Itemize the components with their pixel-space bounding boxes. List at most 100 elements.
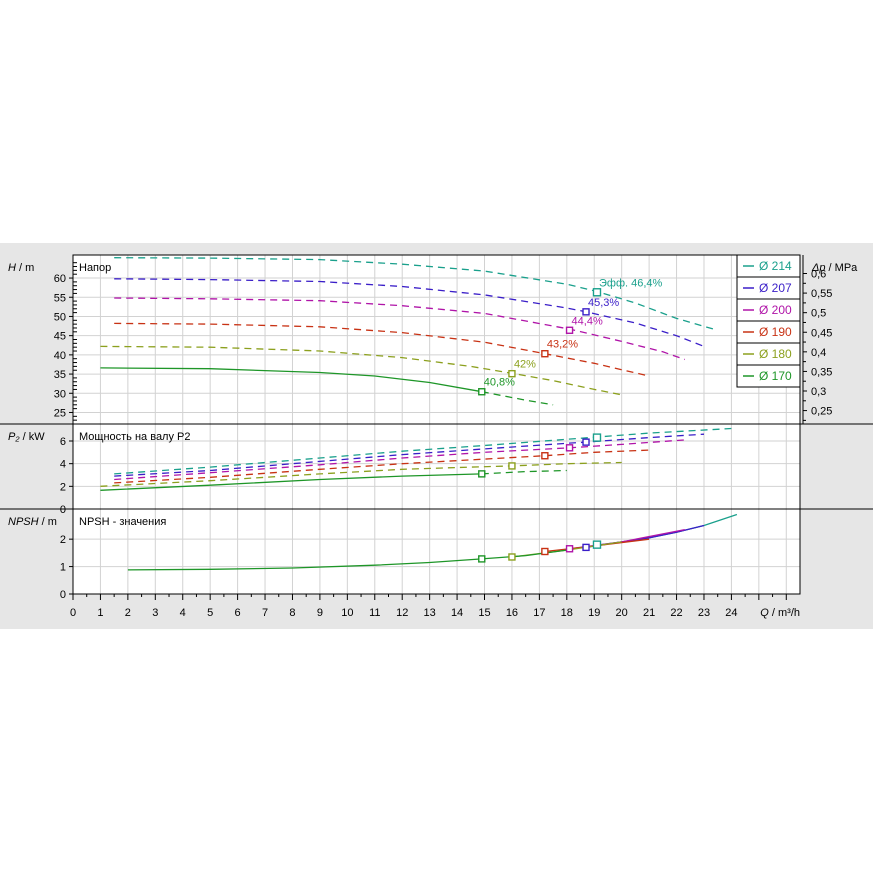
x-tick-label: 19 bbox=[588, 607, 600, 619]
curve-power-solid bbox=[100, 473, 482, 491]
y-axis-unit: / kW bbox=[20, 431, 46, 443]
curve-power bbox=[100, 461, 622, 487]
y-tick-label-power: 2 bbox=[60, 481, 66, 493]
x-tick-label: 24 bbox=[725, 607, 737, 619]
y-tick-label-head: 25 bbox=[54, 407, 66, 419]
x-tick-label: 20 bbox=[616, 607, 628, 619]
x-tick-label: 10 bbox=[341, 607, 353, 619]
efficiency-label: 45,3% bbox=[588, 297, 619, 309]
bep-marker-npsh bbox=[541, 547, 549, 556]
curve-power bbox=[114, 427, 732, 475]
right-tick-label: 0,3 bbox=[811, 386, 826, 398]
bep-markers: Эфф. 46,4% 45,3% 44,4% 43,2% 42% 40,8% bbox=[478, 277, 663, 563]
x-tick-label: 22 bbox=[670, 607, 682, 619]
x-tick-label: 7 bbox=[262, 607, 268, 619]
right-tick-label: 0,4 bbox=[811, 347, 826, 359]
x-tick-label: 23 bbox=[698, 607, 710, 619]
right-axis-symbol: Δp bbox=[811, 262, 826, 274]
x-tick-label: 2 bbox=[125, 607, 131, 619]
curve-head-dashed bbox=[481, 391, 554, 406]
panel-title-power: Мощность на валу P2 bbox=[79, 431, 191, 443]
x-axis-symbol: Q bbox=[760, 607, 769, 619]
right-tick-label: 0,55 bbox=[811, 288, 832, 300]
y-axis-label-npsh: NPSH / m bbox=[8, 516, 57, 528]
efficiency-label: Эфф. 46,4% bbox=[599, 277, 663, 289]
y-axis-unit: / m bbox=[16, 262, 34, 274]
panel-title-npsh: NPSH - значения bbox=[79, 516, 166, 528]
y-tick-label-npsh: 0 bbox=[60, 589, 66, 601]
curve-power bbox=[114, 439, 685, 481]
y-tick-label-head: 45 bbox=[54, 331, 66, 343]
y-axis-unit: / m bbox=[39, 516, 57, 528]
panel-title-head: Напор bbox=[79, 262, 111, 274]
bep-marker-power bbox=[478, 470, 486, 478]
bep-marker-head bbox=[478, 388, 486, 396]
right-tick-label: 0,5 bbox=[811, 308, 826, 320]
curve-head-solid bbox=[100, 367, 482, 393]
bep-marker-head bbox=[508, 369, 516, 378]
y-tick-label-head: 55 bbox=[54, 292, 66, 304]
bep-marker-power bbox=[582, 438, 590, 446]
right-tick-label: 0,6 bbox=[811, 269, 826, 281]
bep-marker-power bbox=[541, 452, 549, 460]
right-tick-label: 0,45 bbox=[811, 327, 832, 339]
efficiency-label: 42% bbox=[514, 359, 536, 371]
y-tick-label-head: 60 bbox=[54, 273, 66, 285]
y-axis-label-head: H / m bbox=[8, 262, 34, 274]
x-tick-label: 12 bbox=[396, 607, 408, 619]
x-tick-label: 17 bbox=[533, 607, 545, 619]
bep-marker-head bbox=[541, 350, 549, 358]
x-axis-label: Q / m³/h bbox=[760, 607, 800, 619]
x-tick-label: 3 bbox=[152, 607, 158, 619]
y-axis-symbol: H bbox=[8, 262, 16, 274]
bep-marker-power bbox=[592, 433, 602, 442]
x-tick-label: 16 bbox=[506, 607, 518, 619]
legend-label: Ø 190 bbox=[759, 325, 792, 339]
y-tick-label-head: 35 bbox=[54, 369, 66, 381]
x-tick-label: 4 bbox=[180, 607, 186, 619]
legend-label: Ø 207 bbox=[759, 281, 792, 295]
y-axis-symbol: NPSH bbox=[8, 516, 39, 528]
x-axis-unit: / m³/h bbox=[769, 607, 800, 619]
x-tick-label: 21 bbox=[643, 607, 655, 619]
y-tick-label-head: 30 bbox=[54, 388, 66, 400]
y-tick-label-power: 6 bbox=[60, 436, 66, 448]
bep-marker-npsh bbox=[565, 545, 574, 553]
curve-power bbox=[114, 449, 650, 484]
legend: Ø 214 Ø 207 Ø 200 Ø 190 Ø 180 Ø 170 bbox=[736, 254, 801, 388]
bep-marker-head bbox=[565, 326, 574, 334]
y-tick-label-npsh: 2 bbox=[60, 534, 66, 546]
right-tick-label: 0,25 bbox=[811, 406, 832, 418]
y-tick-label-power: 0 bbox=[60, 504, 66, 516]
efficiency-label: 44,4% bbox=[572, 315, 603, 327]
bep-marker-power bbox=[565, 444, 574, 452]
curve-npsh bbox=[127, 549, 567, 571]
y-tick-label-head: 40 bbox=[54, 350, 66, 362]
curves bbox=[100, 257, 738, 571]
y-axis-label-power: P₂ / kW bbox=[8, 431, 45, 443]
x-tick-label: 13 bbox=[424, 607, 436, 619]
curve-power bbox=[114, 433, 705, 477]
x-tick-label: 15 bbox=[478, 607, 490, 619]
legend-label: Ø 180 bbox=[759, 347, 792, 361]
x-tick-label: 0 bbox=[70, 607, 76, 619]
legend-label: Ø 200 bbox=[759, 303, 792, 317]
curve-head bbox=[114, 322, 650, 377]
x-tick-label: 1 bbox=[97, 607, 103, 619]
bep-marker-npsh bbox=[478, 555, 486, 563]
bep-marker-head bbox=[582, 308, 590, 316]
bep-marker-head bbox=[592, 288, 602, 297]
y-tick-label-npsh: 1 bbox=[60, 562, 66, 574]
x-tick-label: 6 bbox=[235, 607, 241, 619]
bep-marker-npsh bbox=[508, 553, 516, 561]
y-axis-symbol: P₂ bbox=[8, 431, 20, 443]
y-tick-label-power: 4 bbox=[60, 459, 66, 471]
x-tick-label: 18 bbox=[561, 607, 573, 619]
curve-head bbox=[114, 257, 716, 331]
curve-head bbox=[114, 297, 686, 361]
legend-label: Ø 170 bbox=[759, 369, 792, 383]
right-axis-unit: / MPa bbox=[826, 262, 859, 274]
curve-head bbox=[100, 345, 622, 396]
curve-power-dashed bbox=[481, 469, 567, 475]
